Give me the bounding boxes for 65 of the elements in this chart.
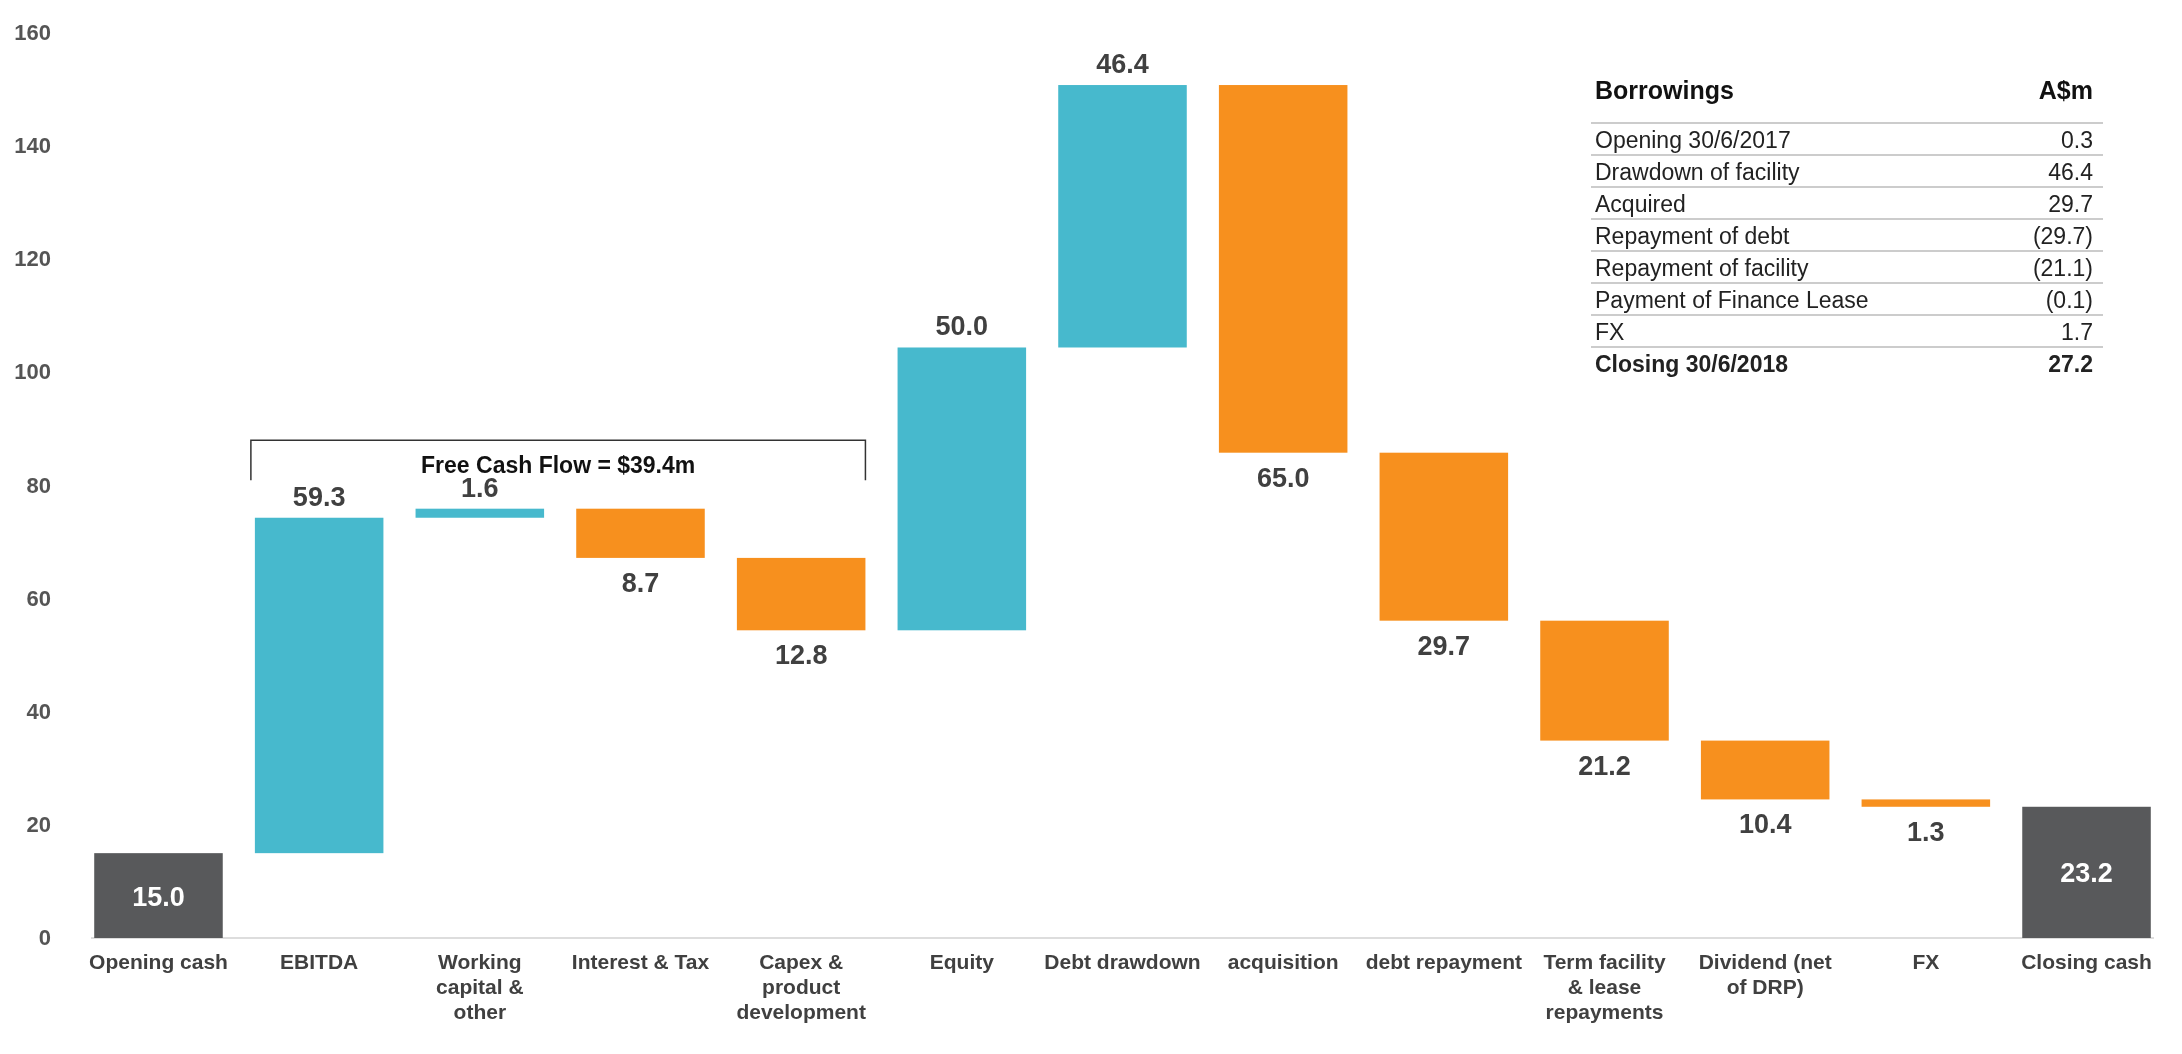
data-label: 12.8	[774, 640, 828, 671]
bar	[736, 557, 866, 631]
annotation: 29.7	[2048, 191, 2093, 217]
x-tick-label: FX	[1912, 950, 1940, 973]
y-tick-label: 140	[14, 133, 51, 159]
x-tick-label: Dividend (net of DRP)	[1698, 950, 1832, 998]
x-tick-label: Closing cash	[2021, 950, 2152, 973]
x-tick-label: Interest & Tax	[571, 950, 710, 973]
y-tick-label: 80	[26, 472, 51, 498]
bar	[1700, 740, 1830, 800]
annotation: Repayment of facility	[1595, 255, 1809, 281]
x-tick-label: EBITDA	[280, 950, 359, 973]
bar	[1218, 85, 1348, 453]
data-label: 8.7	[621, 567, 660, 598]
annotation: Opening 30/6/2017	[1595, 127, 1791, 153]
bar	[94, 853, 223, 938]
annotation: 27.2	[2048, 351, 2093, 377]
annotation: Closing 30/6/2018	[1595, 351, 1789, 377]
annotation: A$m	[2038, 76, 2093, 104]
x-tick-label: Opening cash	[89, 950, 228, 973]
annotation: Payment of Finance Lease	[1595, 287, 1869, 313]
annotation: FX	[1595, 319, 1625, 345]
bar	[1379, 452, 1509, 621]
annotation: (29.7)	[2032, 223, 2093, 249]
y-tick-label: 40	[26, 698, 51, 724]
annotation: 46.4	[2048, 159, 2094, 185]
bar	[897, 347, 1027, 631]
data-label: 15.0	[132, 881, 185, 912]
bar	[1058, 85, 1187, 348]
annotation: (21.1)	[2032, 255, 2093, 281]
annotation: Acquired	[1595, 191, 1686, 217]
x-tick-label: acquisition	[1227, 950, 1339, 973]
y-tick-label: 100	[14, 359, 51, 385]
data-label: 65.0	[1256, 462, 1310, 493]
y-tick-label: 160	[14, 20, 51, 45]
bar	[415, 508, 545, 518]
bar	[1861, 799, 1991, 807]
data-label: 29.7	[1417, 630, 1471, 661]
data-label: 50.0	[935, 311, 989, 342]
bar	[2022, 806, 2151, 938]
data-label: 23.2	[2060, 858, 2113, 889]
x-tick-label: Capex & product development	[736, 950, 866, 1023]
data-label: 1.3	[1907, 816, 1945, 847]
bar	[254, 517, 384, 854]
x-tick-label: debt repayment	[1365, 950, 1523, 973]
data-label: 21.2	[1578, 750, 1631, 781]
x-tick-label: Working capital & other	[436, 950, 524, 1023]
y-tick-label: 0	[38, 925, 51, 950]
bar	[576, 508, 705, 558]
annotation: Repayment of debt	[1595, 223, 1790, 249]
annotation: Drawdown of facility	[1595, 159, 1801, 185]
y-tick-label: 60	[26, 585, 51, 611]
annotation: Borrowings	[1595, 76, 1734, 104]
annotation: 0.3	[2061, 127, 2093, 153]
annotation: (0.1)	[2045, 287, 2093, 313]
x-tick-label: Debt drawdown	[1044, 950, 1201, 973]
x-tick-label: Term facility & lease repayments	[1543, 950, 1666, 1023]
data-label: 10.4	[1738, 809, 1792, 840]
bar	[1540, 620, 1669, 741]
x-tick-label: Equity	[929, 950, 995, 973]
y-tick-label: 20	[26, 811, 51, 837]
annotation: 1.7	[2061, 319, 2093, 345]
y-tick-label: 120	[14, 246, 51, 272]
data-label: 59.3	[292, 481, 346, 512]
data-label: 46.4	[1096, 49, 1149, 80]
